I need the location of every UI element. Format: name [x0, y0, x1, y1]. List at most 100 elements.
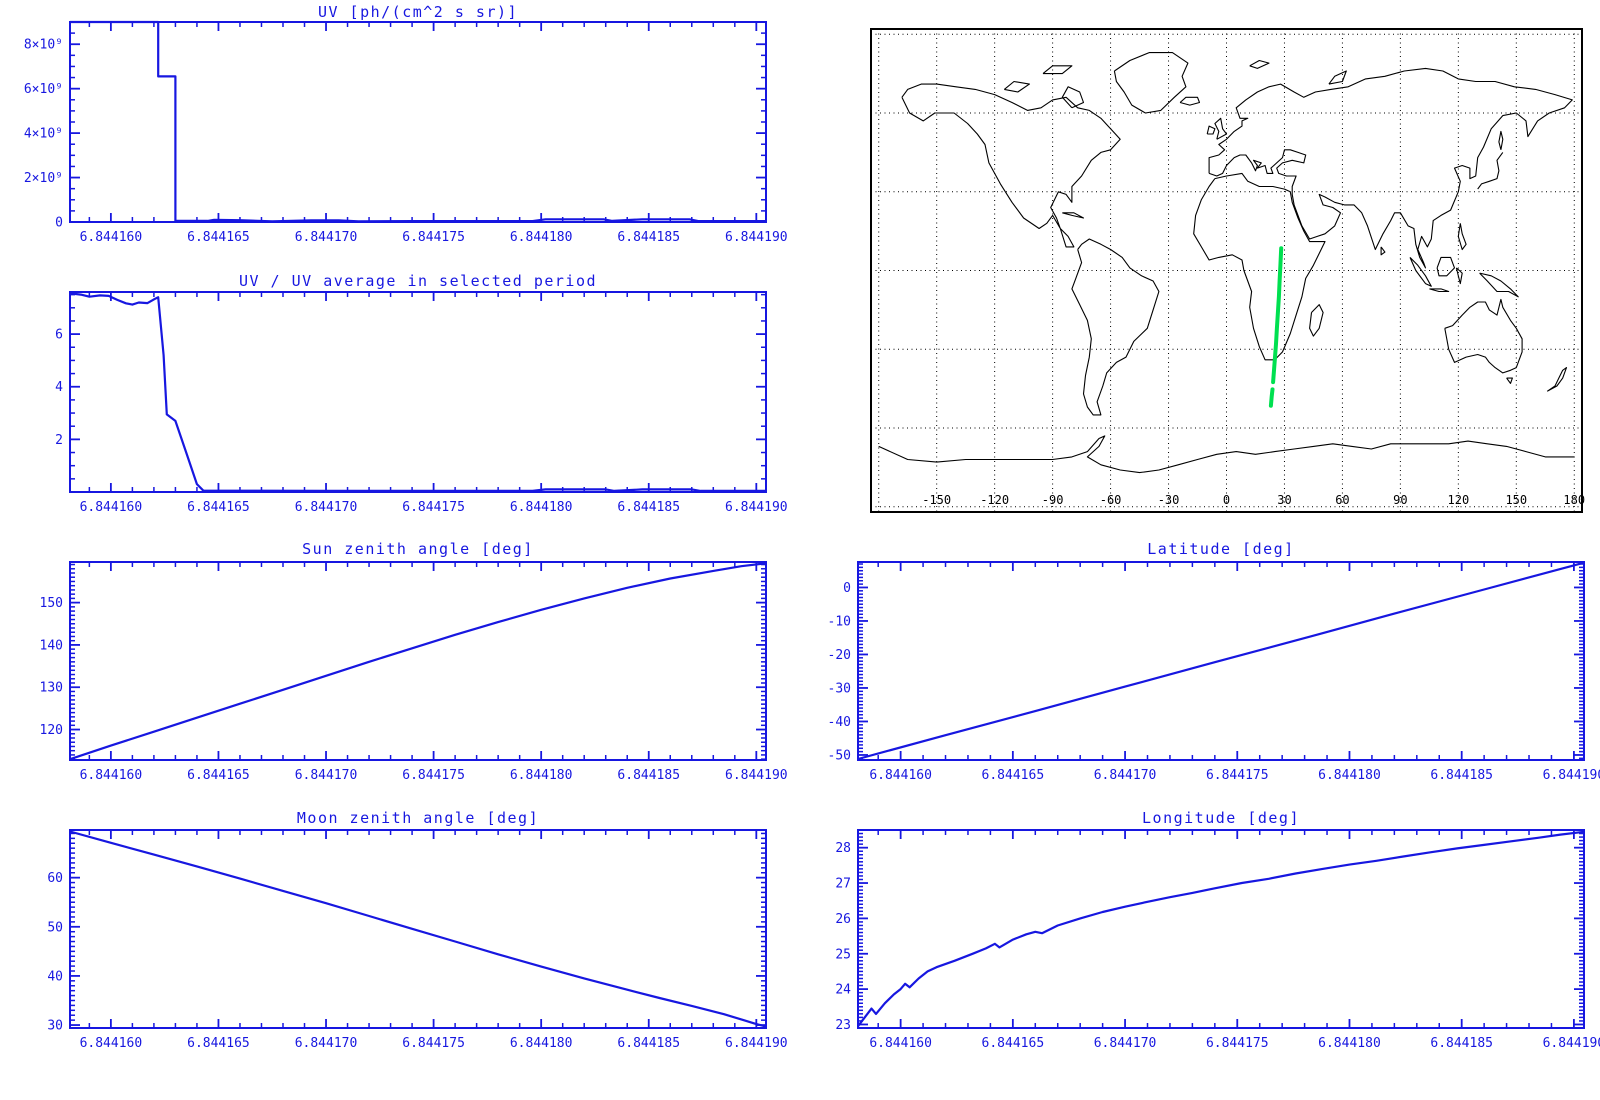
tick-label: -10	[828, 614, 851, 629]
tick-label: 6.844160	[80, 230, 143, 245]
tick-label: 6.844160	[869, 1036, 932, 1051]
tick-label: 2×10⁹	[24, 171, 63, 186]
tick-label: 30	[1277, 493, 1291, 507]
tick-label: 6.844170	[295, 500, 358, 515]
tick-label: 6.844170	[1094, 768, 1157, 783]
tick-label: 6.844170	[295, 230, 358, 245]
latitude-chart: 6.844160 6.844165 6.844170 6.844175 6.844180…	[828, 561, 1600, 783]
map-graticule	[871, 29, 1582, 512]
sun-zenith-chart-title: Sun zenith angle [deg]	[302, 540, 534, 558]
tick-label: 4×10⁹	[24, 127, 63, 142]
longitude-chart-title: Longitude [deg]	[1142, 809, 1300, 827]
tick-label: -60	[1100, 493, 1122, 507]
moon-zenith-chart: 6.844160 6.844165 6.844170 6.844175 6.844180…	[47, 829, 788, 1051]
tick-label: -20	[828, 648, 851, 663]
moon-zenith-chart-title: Moon zenith angle [deg]	[296, 809, 540, 827]
map-coastlines	[878, 52, 1575, 474]
tick-label: 28	[835, 841, 851, 856]
tick-label: 120	[1448, 493, 1470, 507]
tick-label: 6.844190	[725, 768, 788, 783]
tick-label: -120	[980, 493, 1009, 507]
map-frame	[870, 28, 1583, 513]
tick-label: 6.844185	[617, 1036, 680, 1051]
tick-label: 30	[47, 1019, 63, 1034]
tick-label: 6.844160	[80, 500, 143, 515]
tick-label: 6.844190	[725, 500, 788, 515]
longitude-chart: 6.844160 6.844165 6.844170 6.844175 6.844180…	[835, 829, 1600, 1051]
tick-label: 150	[40, 596, 63, 611]
longitude-data-line	[857, 830, 1585, 1027]
uv-axes: 6.844160 6.844165 6.844170 6.844175 6.844180…	[24, 21, 788, 245]
plot-frame	[69, 291, 767, 493]
latitude-data-line	[857, 561, 1585, 761]
plot-frame	[69, 561, 767, 761]
tick-label: 6.844180	[1318, 768, 1381, 783]
tick-label: 6.844180	[510, 500, 573, 515]
tick-label: 6.844190	[1543, 1036, 1600, 1051]
tick-label: 25	[835, 947, 851, 962]
sun-zenith-chart: 6.844160 6.844165 6.844170 6.844175 6.844180…	[40, 561, 788, 783]
tick-label: 0	[55, 216, 63, 231]
tick-label: 50	[47, 920, 63, 935]
tick-label: 6.844175	[402, 500, 465, 515]
tick-label: 6	[55, 328, 63, 343]
tick-label: 23	[835, 1018, 851, 1033]
tick-label: 6.844175	[402, 768, 465, 783]
tick-label: 6.844190	[1543, 768, 1600, 783]
tick-label: 8×10⁹	[24, 38, 63, 53]
tick-label: 6.844165	[187, 500, 250, 515]
uv-chart: 6.844160 6.844165 6.844170 6.844175 6.844180…	[24, 20, 788, 245]
tick-label: 6.844185	[1430, 1036, 1493, 1051]
tick-label: 27	[835, 877, 851, 892]
tick-label: 24	[835, 983, 851, 998]
latitude-axes: 6.844160 6.844165 6.844170 6.844175 6.844180…	[828, 561, 1600, 783]
tick-label: 120	[40, 723, 63, 738]
tick-label: 6.844185	[617, 500, 680, 515]
tick-label: 140	[40, 638, 63, 653]
tick-label: 6.844165	[982, 1036, 1045, 1051]
tick-label: 6×10⁹	[24, 82, 63, 97]
tick-label: 6.844190	[725, 230, 788, 245]
tick-label: -30	[828, 681, 851, 696]
tick-label: 6.844170	[295, 1036, 358, 1051]
tick-label: 6.844160	[80, 768, 143, 783]
tick-label: 6.844175	[1206, 1036, 1269, 1051]
tick-label: 6.844175	[402, 1036, 465, 1051]
tick-label: 6.844185	[617, 230, 680, 245]
tick-label: 4	[55, 380, 63, 395]
tick-label: 180	[1563, 493, 1585, 507]
tick-label: 6.844170	[1094, 1036, 1157, 1051]
uv-chart-title: UV [ph/(cm^2 s sr)]	[317, 3, 519, 21]
tick-label: 60	[47, 871, 63, 886]
tick-label: 150	[1505, 493, 1527, 507]
tick-label: -40	[828, 715, 851, 730]
sun-zenith-axes: 6.844160 6.844165 6.844170 6.844175 6.844180…	[40, 561, 788, 783]
tick-label: 6.844175	[402, 230, 465, 245]
satellite-ground-track	[1268, 387, 1275, 408]
tick-label: 6.844160	[869, 768, 932, 783]
tick-label: 6.844165	[982, 768, 1045, 783]
plot-frame	[69, 829, 767, 1029]
uv-ratio-chart-title: UV / UV average in selected period	[238, 272, 598, 290]
tick-label: 0	[843, 581, 851, 596]
tick-label: -150	[922, 493, 951, 507]
tick-label: 6.844160	[80, 1036, 143, 1051]
moon-zenith-axes: 6.844160 6.844165 6.844170 6.844175 6.844180…	[47, 829, 788, 1051]
tick-label: 60	[1335, 493, 1349, 507]
tick-label: 6.844185	[617, 768, 680, 783]
tick-label: 6.844175	[1206, 768, 1269, 783]
tick-label: 6.844180	[1318, 1036, 1381, 1051]
tick-label: 6.844180	[510, 768, 573, 783]
sun-zenith-data-line	[69, 562, 767, 761]
tick-label: 6.844165	[187, 230, 250, 245]
tick-label: 40	[47, 969, 63, 984]
tick-label: 6.844170	[295, 768, 358, 783]
uv-ratio-data-line	[69, 292, 766, 492]
plot-frame	[857, 829, 1585, 1029]
tick-label: 6.844165	[187, 768, 250, 783]
tick-label: -90	[1042, 493, 1064, 507]
tick-label: 130	[40, 681, 63, 696]
tick-label: 26	[835, 912, 851, 927]
world-map: -150 -120 -90 -60 -30 0 30 60 90 120 150 180	[870, 28, 1585, 513]
